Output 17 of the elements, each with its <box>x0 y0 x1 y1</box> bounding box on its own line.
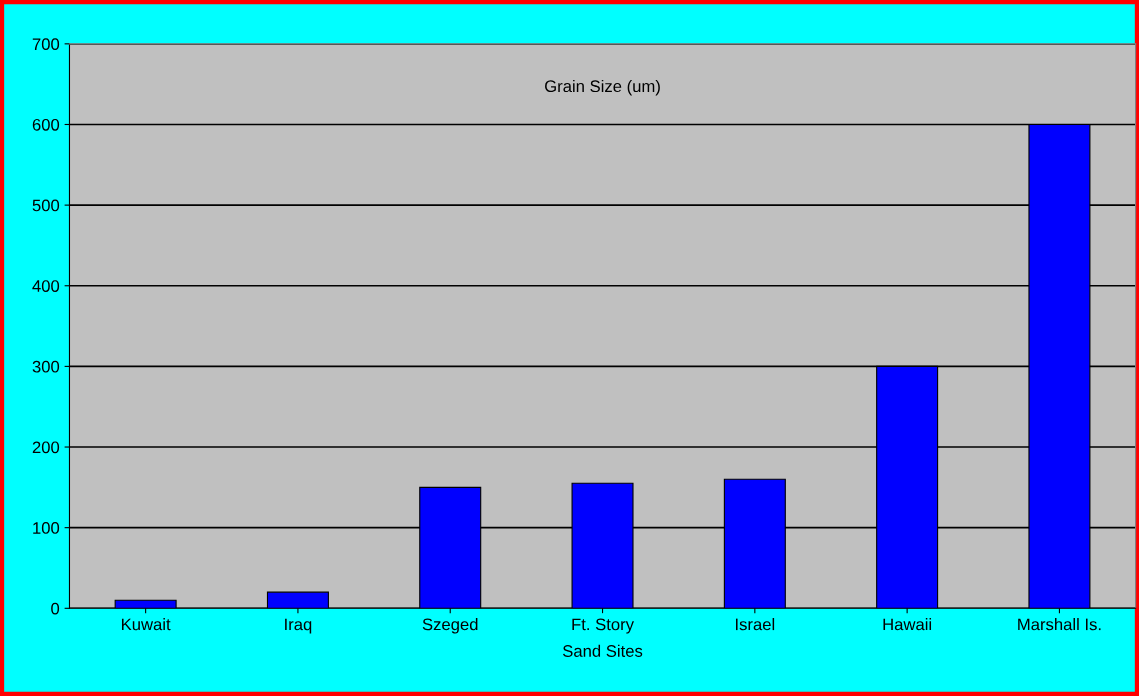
y-tick-label: 400 <box>32 280 60 292</box>
x-tick-label: Iraq <box>285 618 312 634</box>
y-tick-label: 100 <box>33 522 60 534</box>
x-tick-label: Israel <box>735 618 775 631</box>
x-tick-label: Kuwait <box>121 618 171 631</box>
y-tick-label: 200 <box>32 441 60 454</box>
x-axis-title: Sand Sites <box>562 644 643 657</box>
text: Grain Size (um) <box>545 79 660 96</box>
x-tick-label: Hawaii <box>883 618 932 631</box>
x-tick-label: Marshall Is. <box>1018 618 1101 631</box>
y-tick-label: 300 <box>32 360 60 373</box>
y-tick-label: 600 <box>32 118 60 131</box>
y-tick-label: 0 <box>51 602 60 615</box>
x-tick-label: Szeged <box>422 618 478 634</box>
y-tick-label: 500 <box>32 199 60 212</box>
y-tick-label: 700 <box>32 38 60 51</box>
x-tick-label: Ft. Story <box>572 618 634 634</box>
